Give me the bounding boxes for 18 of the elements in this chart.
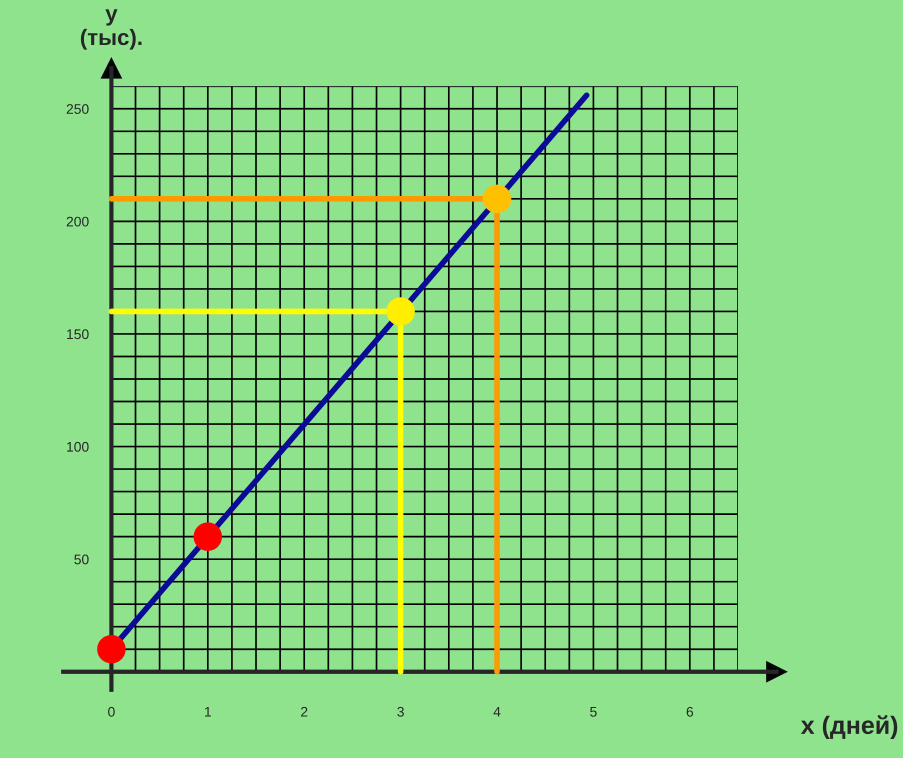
x-tick-label: 2 xyxy=(301,706,308,717)
x-axis-title: x (дней) xyxy=(800,715,898,740)
point xyxy=(97,635,126,664)
x-tick-label: 6 xyxy=(686,706,694,717)
y-tick-label: 50 xyxy=(74,554,89,564)
point xyxy=(386,297,415,326)
y-tick-label: 250 xyxy=(66,104,89,114)
point xyxy=(482,184,512,214)
x-tick-label: 5 xyxy=(590,706,597,717)
y-tick-label: 150 xyxy=(67,329,89,340)
x-tick-label: 1 xyxy=(205,706,211,717)
y-tick-label: 100 xyxy=(67,442,89,452)
y-tick-label: 200 xyxy=(66,216,89,227)
x-tick-label: 0 xyxy=(108,706,115,717)
point xyxy=(194,522,222,551)
y-axis-title: y (тыс). xyxy=(80,9,142,50)
x-tick-label: 3 xyxy=(397,706,404,717)
x-tick-label: 4 xyxy=(493,706,500,717)
